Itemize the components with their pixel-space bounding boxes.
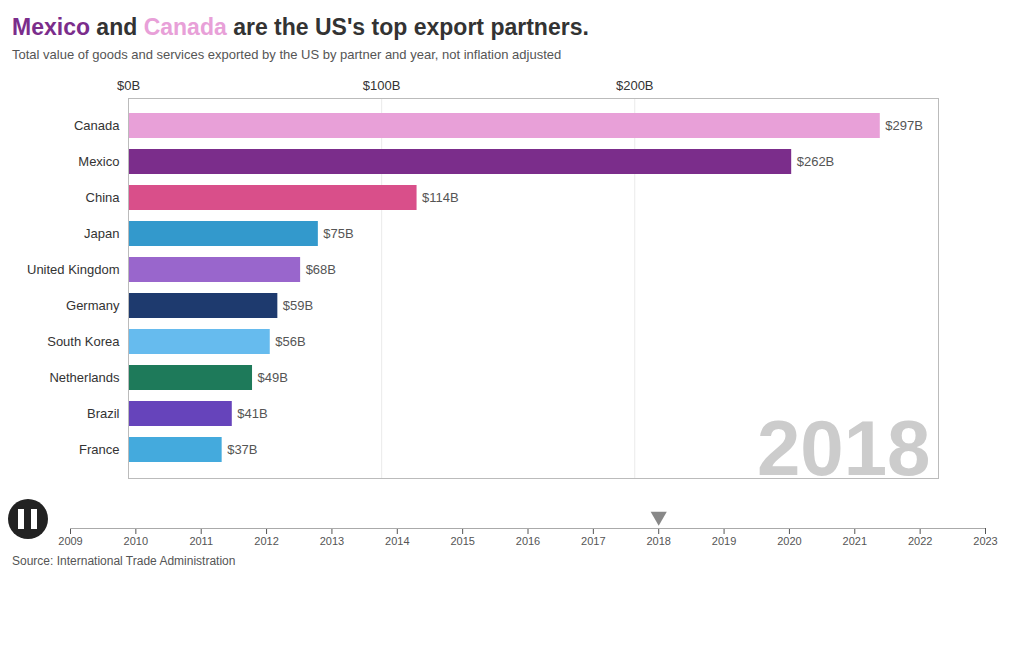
svg-text:Netherlands: Netherlands xyxy=(49,370,120,385)
svg-text:$262B: $262B xyxy=(797,154,835,169)
svg-text:$200B: $200B xyxy=(616,78,654,93)
svg-text:2018: 2018 xyxy=(646,535,670,547)
svg-text:Mexico: Mexico xyxy=(78,154,119,169)
svg-text:2010: 2010 xyxy=(124,535,148,547)
svg-text:2013: 2013 xyxy=(320,535,344,547)
svg-text:$75B: $75B xyxy=(323,226,353,241)
svg-text:$59B: $59B xyxy=(283,298,313,313)
html-text:Total value of goods and servi: Total value of goods and services export… xyxy=(12,47,562,62)
svg-text:South Korea: South Korea xyxy=(47,334,120,349)
svg-text:2020: 2020 xyxy=(777,535,801,547)
svg-text:$0B: $0B xyxy=(117,78,140,93)
svg-text:2011: 2011 xyxy=(189,535,213,547)
svg-text:China: China xyxy=(86,190,121,205)
svg-text:2014: 2014 xyxy=(385,535,409,547)
svg-text:$41B: $41B xyxy=(237,406,267,421)
html-text:Mexico and Canada are the US's: Mexico and Canada are the US's top expor… xyxy=(12,14,589,40)
svg-text:2019: 2019 xyxy=(712,535,736,547)
svg-text:2018: 2018 xyxy=(757,404,931,489)
svg-text:2009: 2009 xyxy=(58,535,82,547)
svg-text:$37B: $37B xyxy=(227,442,257,457)
svg-text:$100B: $100B xyxy=(363,78,401,93)
svg-text:$114B: $114B xyxy=(422,190,459,205)
svg-text:2015: 2015 xyxy=(450,535,474,547)
svg-text:2012: 2012 xyxy=(254,535,278,547)
svg-text:United Kingdom: United Kingdom xyxy=(27,262,120,277)
svg-text:$68B: $68B xyxy=(306,262,336,277)
svg-text:Canada: Canada xyxy=(74,118,120,133)
svg-text:$56B: $56B xyxy=(275,334,305,349)
svg-text:Germany: Germany xyxy=(66,298,120,313)
svg-text:2022: 2022 xyxy=(908,535,932,547)
svg-text:2023: 2023 xyxy=(973,535,997,547)
html-text:Source: International Trade Ad: Source: International Trade Administrati… xyxy=(12,554,236,568)
svg-text:$297B: $297B xyxy=(885,118,923,133)
svg-text:Brazil: Brazil xyxy=(87,406,120,421)
svg-text:2017: 2017 xyxy=(581,535,605,547)
svg-text:2021: 2021 xyxy=(843,535,867,547)
svg-text:France: France xyxy=(79,442,119,457)
svg-text:Japan: Japan xyxy=(84,226,119,241)
svg-text:2016: 2016 xyxy=(516,535,540,547)
svg-text:$49B: $49B xyxy=(258,370,288,385)
